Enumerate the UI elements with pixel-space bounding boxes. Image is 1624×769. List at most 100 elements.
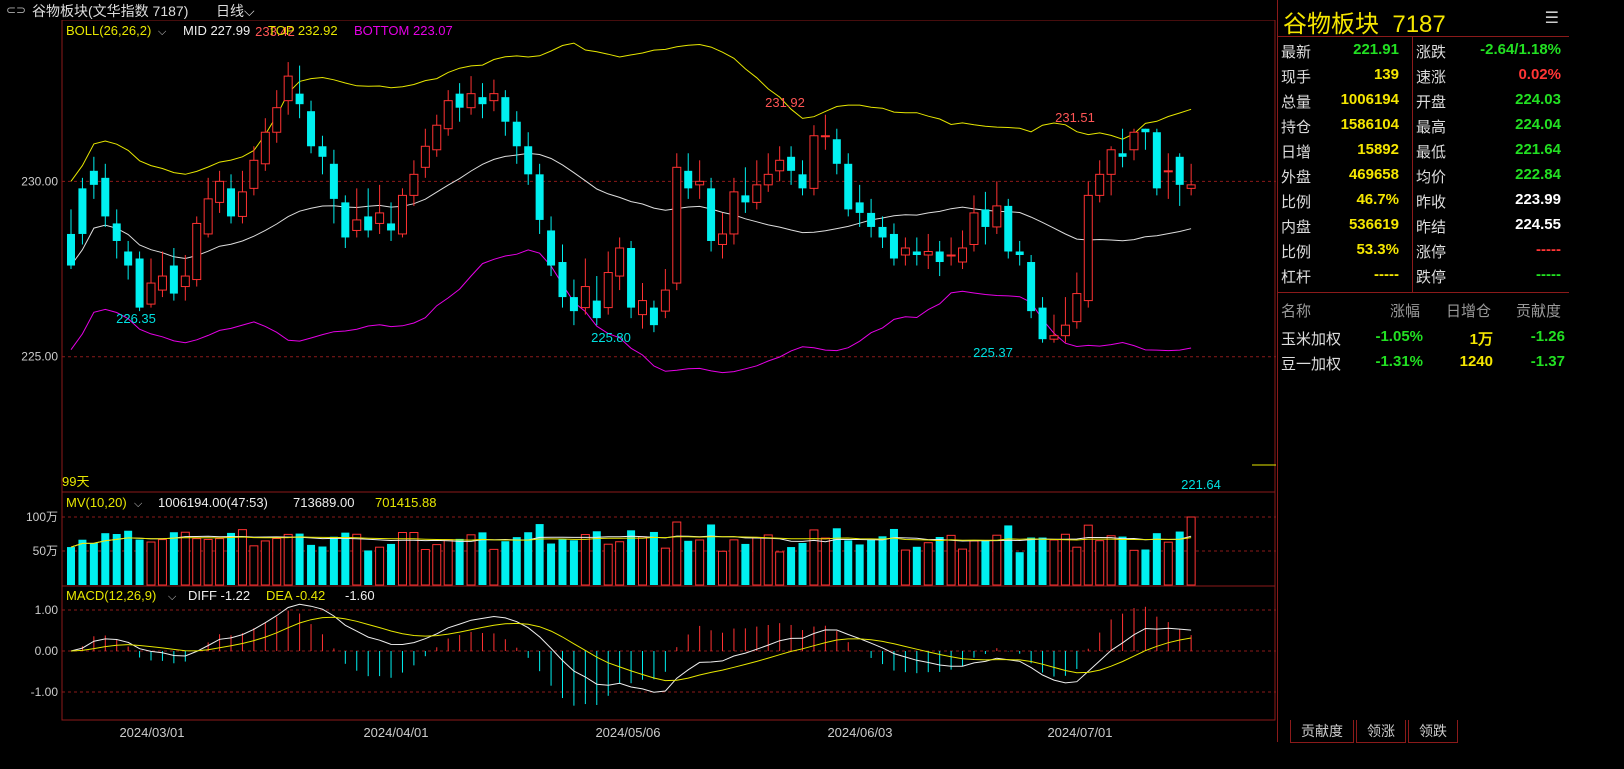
volume-bar: [124, 530, 133, 585]
candle-body: [124, 251, 133, 266]
volume-bar: [569, 540, 578, 585]
volume-bar: [272, 537, 282, 586]
volume-bar: [580, 534, 590, 586]
table-row[interactable]: 玉米加权 -1.05% 1万 -1.26: [1278, 328, 1569, 352]
quote-label: 开盘: [1416, 94, 1447, 111]
volume-bar: [341, 532, 350, 585]
quote-label: 昨结: [1416, 219, 1447, 236]
candle-body: [558, 262, 567, 298]
table-row[interactable]: 豆一加权 -1.31% 1240 -1.37: [1278, 353, 1569, 377]
volume-bar: [900, 549, 910, 586]
volume-axis-label: 50万: [33, 544, 58, 558]
volume-bar: [638, 536, 647, 586]
cell-inc: 1万: [1469, 331, 1493, 348]
quote-value: 1006194: [1340, 91, 1399, 108]
col-contribution[interactable]: 贡献度: [1516, 303, 1562, 320]
price-extreme-label: 231.51: [1055, 110, 1095, 125]
volume-bar: [1163, 541, 1173, 586]
col-change[interactable]: 涨幅: [1390, 303, 1421, 320]
tab-contribution[interactable]: 贡献度: [1290, 720, 1354, 743]
volume-bar: [1060, 533, 1070, 586]
menu-icon[interactable]: ☰: [1544, 10, 1559, 27]
candle-body: [1141, 128, 1150, 133]
candle-body: [844, 163, 853, 210]
volume-bar: [375, 546, 385, 586]
candle-body: [672, 166, 682, 284]
quote-value: 222.84: [1515, 166, 1561, 183]
candle-body: [157, 275, 167, 291]
period-selector[interactable]: 日线⌵: [216, 1, 255, 21]
volume-bar: [501, 541, 510, 585]
candle-body: [443, 100, 453, 130]
candle-body: [1049, 335, 1059, 340]
link-icon[interactable]: ⊂⊃: [6, 3, 27, 17]
quote-label: 速涨: [1416, 69, 1447, 86]
volume-bar: [409, 532, 419, 586]
candle-body: [592, 300, 601, 319]
candle-body: [341, 202, 350, 238]
col-position-increase[interactable]: 日增仓: [1446, 303, 1492, 320]
volume-bar: [1186, 516, 1196, 586]
volume-bar: [169, 532, 178, 585]
candle-body: [146, 282, 156, 305]
quote-label: 最高: [1416, 119, 1447, 136]
candle-body: [489, 93, 499, 102]
volume-bar: [832, 528, 841, 585]
candle-body: [855, 202, 864, 213]
candle-body: [1072, 293, 1082, 323]
kline-chart[interactable]: 230.00 225.00 233.42 226.35 231.92 225.80 231.…: [0, 19, 1276, 742]
volume-bar: [1038, 537, 1047, 585]
quote-row-left-3: 持仓 1586104: [1281, 116, 1399, 141]
candle-body: [1163, 170, 1173, 173]
col-name[interactable]: 名称: [1281, 303, 1312, 320]
boll-top-value: TOP 232.92: [268, 23, 338, 38]
quote-row-right-5: 均价 222.84: [1416, 166, 1561, 191]
price-extreme-label: 226.35: [116, 311, 156, 326]
candle-body: [820, 135, 830, 138]
volume-bar: [420, 549, 430, 586]
volume-bar: [981, 540, 990, 585]
price-extreme-label: 231.92: [765, 95, 805, 110]
candle-body: [889, 233, 898, 259]
quote-grid: 最新 221.91 现手 139 总量 1006194 持仓 1586104 日增 15892 外盘…: [1278, 37, 1569, 293]
candle-body: [787, 156, 796, 171]
quote-value: 224.03: [1515, 91, 1561, 108]
volume-bar: [329, 536, 338, 585]
quote-row-left-4: 日增 15892: [1281, 141, 1399, 166]
tab-top-losers[interactable]: 领跌: [1408, 720, 1458, 743]
candle-body: [729, 191, 739, 235]
candle-body: [249, 159, 259, 189]
candle-body: [455, 93, 464, 108]
candle-body: [101, 177, 110, 217]
candle-body: [695, 180, 705, 186]
volume-bar: [752, 536, 762, 586]
macd-legend-name: MACD(12,26,9): [66, 588, 156, 603]
quote-row-left-0: 最新 221.91: [1281, 41, 1399, 66]
volume-bar: [295, 533, 304, 585]
candle-body: [992, 205, 1002, 228]
volume-bar: [67, 547, 75, 585]
macd-axis-label: -1.00: [31, 685, 59, 699]
volume-bar: [627, 530, 636, 585]
volume-bar: [432, 544, 442, 586]
candle-body: [809, 135, 819, 189]
volume-ma10-line: [70, 535, 1192, 548]
tab-top-gainers[interactable]: 领涨: [1356, 720, 1406, 743]
candle-body: [1015, 251, 1024, 255]
cell-contrib: -1.37: [1530, 353, 1565, 370]
candle-body: [1095, 173, 1105, 196]
volume-bar: [512, 537, 521, 585]
candle-body: [180, 275, 190, 288]
quote-row-right-4: 最低 221.64: [1416, 141, 1561, 166]
quote-value: 536619: [1348, 216, 1399, 233]
quote-value: 469658: [1348, 166, 1399, 183]
volume-bar: [718, 550, 728, 586]
candle-body: [615, 247, 625, 277]
volume-bar: [1141, 549, 1150, 585]
volume-bar: [78, 539, 87, 585]
macd-value: -1.60: [345, 588, 375, 603]
chart-area[interactable]: 230.00 225.00 233.42 226.35 231.92 225.80 231.…: [0, 19, 1276, 742]
volume-bar: [615, 541, 625, 586]
candle-body: [524, 146, 533, 175]
candle-body: [1060, 324, 1070, 337]
